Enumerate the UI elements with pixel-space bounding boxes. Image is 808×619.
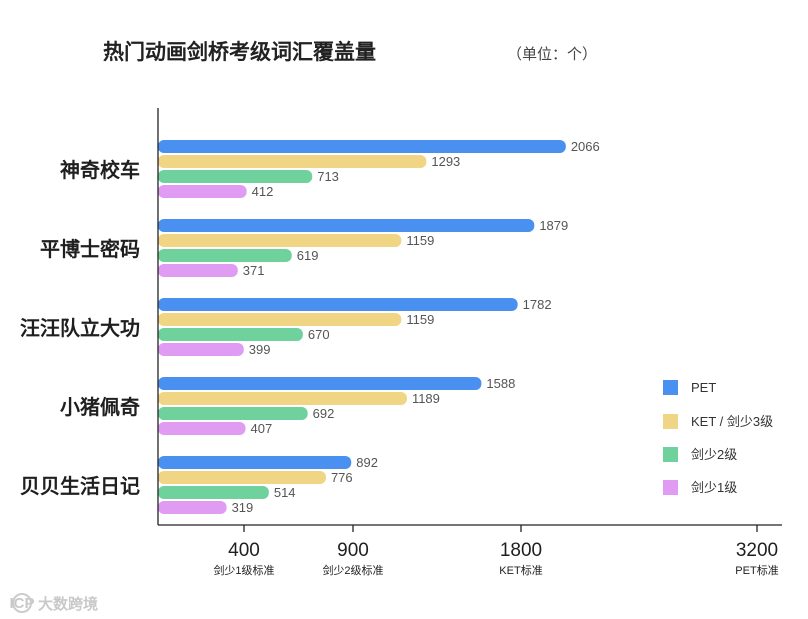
bar-value-label: 1159: [406, 312, 434, 327]
legend-label: PET: [691, 380, 716, 395]
bar-value-label: 1782: [523, 297, 552, 312]
x-tick-caption: 剑少2级标准: [322, 563, 383, 577]
x-tick-label: 1800: [500, 540, 542, 561]
bar-value-label: 692: [313, 406, 335, 421]
x-tick-label: 900: [337, 540, 369, 561]
watermark-logo-icon: [12, 593, 32, 613]
bar-value-label: 1159: [406, 233, 434, 248]
bar: [158, 501, 227, 514]
bar-value-label: 619: [297, 248, 319, 263]
bar-group: 1879 1159 619 371: [158, 218, 568, 278]
bar-value-label: 1588: [486, 376, 515, 391]
bar-value-label: 371: [243, 263, 265, 278]
category-label: 贝贝生活日记: [20, 475, 140, 498]
bar: [158, 456, 352, 469]
chart-title: 热门动画剑桥考级词汇覆盖量: [103, 40, 376, 64]
bar-value-label: 2066: [571, 139, 600, 154]
bar: [158, 155, 427, 168]
category-label: 小猪佩奇: [60, 395, 140, 419]
bar-value-label: 412: [252, 184, 274, 199]
bar-value-label: 1879: [539, 218, 568, 233]
bar-value-label: 319: [232, 500, 254, 515]
legend-label: 剑少2级: [691, 447, 737, 462]
bar-value-label: 399: [249, 342, 271, 357]
legend-label: KET / 剑少3级: [691, 414, 773, 429]
bar: [158, 377, 482, 390]
bar: [158, 264, 238, 277]
bar: [158, 249, 292, 262]
bar: [158, 170, 313, 183]
bars-layer: 2066 1293 713 412 1879 1159 619 371 1782 1159 670 3…: [158, 139, 600, 515]
x-tick-caption: PET标准: [735, 563, 778, 577]
bar: [158, 422, 246, 435]
bar: [158, 471, 326, 484]
x-tick-caption: KET标准: [499, 563, 542, 577]
bar-group: 2066 1293 713 412: [158, 139, 600, 199]
bar-value-label: 514: [274, 485, 296, 500]
bar: [158, 219, 535, 232]
bar-value-label: 713: [317, 169, 339, 184]
bar: [158, 407, 308, 420]
legend-label: 剑少1级: [691, 480, 737, 495]
legend-swatch: [663, 480, 678, 495]
category-label: 汪汪队立大功: [20, 316, 140, 340]
x-tick-caption: 剑少1级标准: [213, 563, 274, 577]
bar-group: 1588 1189 692 407: [158, 376, 515, 436]
bar: [158, 343, 244, 356]
category-label: 神奇校车: [60, 158, 140, 182]
bar: [158, 313, 402, 326]
x-axis: 400 剑少1级标准 900 剑少2级标准 1800 KET标准 3200 PET标准: [157, 108, 782, 577]
watermark-logo: ICP: [9, 595, 34, 612]
legend-swatch: [663, 414, 678, 429]
bar: [158, 392, 407, 405]
category-label: 平博士密码: [40, 237, 140, 261]
bar-group: 1782 1159 670 399: [158, 297, 552, 357]
legend-swatch: [663, 380, 678, 395]
watermark-text: 大数跨境: [38, 595, 98, 613]
x-tick-label: 400: [228, 540, 260, 561]
bar: [158, 185, 247, 198]
bar: [158, 328, 303, 341]
bar-value-label: 1293: [431, 154, 460, 169]
bar: [158, 140, 566, 153]
bar: [158, 486, 269, 499]
bar-value-label: 892: [356, 455, 378, 470]
watermark: ICP 大数跨境: [9, 593, 98, 613]
legend-swatch: [663, 447, 678, 462]
chart-unit: （单位：个）: [507, 46, 597, 63]
bar: [158, 298, 518, 311]
bar: [158, 234, 402, 247]
bar-value-label: 407: [251, 421, 273, 436]
bar-value-label: 776: [331, 470, 353, 485]
bar-value-label: 670: [308, 327, 330, 342]
x-tick-label: 3200: [736, 540, 778, 561]
bar-value-label: 1189: [412, 391, 440, 406]
